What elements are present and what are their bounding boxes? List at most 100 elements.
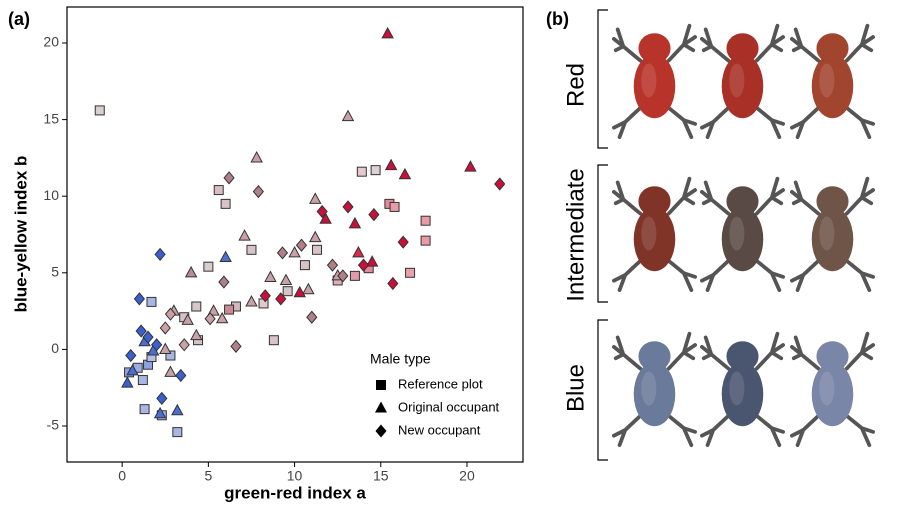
point-diamond <box>142 330 154 344</box>
point-square <box>282 286 293 297</box>
point-square <box>172 427 183 438</box>
point-diamond <box>230 339 242 353</box>
point-triangle <box>126 363 139 376</box>
point-diamond <box>175 368 187 383</box>
point-diamond <box>151 338 163 352</box>
point-triangle <box>153 406 167 419</box>
point-triangle <box>184 265 198 278</box>
point-triangle <box>279 273 293 286</box>
point-square <box>146 296 157 307</box>
frog-photo <box>614 334 695 445</box>
point-square <box>389 201 400 212</box>
point-triangle <box>309 230 322 243</box>
point-square <box>349 270 360 281</box>
point-diamond <box>295 238 308 252</box>
point-triangle <box>348 216 362 229</box>
frog-photo <box>614 26 695 137</box>
point-diamond <box>259 289 271 303</box>
point-triangle <box>309 192 322 204</box>
point-triangle <box>215 311 229 324</box>
point-triangle <box>384 158 398 171</box>
point-square <box>220 198 231 209</box>
point-diamond <box>218 275 230 289</box>
plot-frame <box>66 6 524 463</box>
point-triangle <box>250 151 263 163</box>
panel-label: (a) <box>8 9 30 29</box>
point-triangle <box>245 295 258 307</box>
x-axis-title: green-red index a <box>224 483 366 502</box>
point-square <box>370 165 381 176</box>
point-diamond <box>154 247 166 262</box>
point-square <box>311 244 322 255</box>
point-diamond <box>316 204 328 219</box>
legend-marker <box>376 380 386 390</box>
panel-label: (b) <box>546 9 569 29</box>
y-tick-label: 15 <box>43 110 59 126</box>
point-diamond <box>164 307 177 321</box>
legend-marker <box>375 401 387 413</box>
point-square <box>139 404 150 415</box>
x-tick-label: 15 <box>373 468 389 484</box>
point-square <box>191 301 202 312</box>
point-square <box>420 215 431 226</box>
point-diamond <box>133 292 146 306</box>
row-label: Intermediate <box>562 168 589 301</box>
point-triangle <box>288 245 301 258</box>
frog-photo <box>792 26 873 137</box>
point-triangle <box>171 403 184 416</box>
point-diamond <box>159 321 171 335</box>
legend-label: Original occupant <box>398 399 500 414</box>
photo-panel: Red Intermediate Blue <box>562 9 873 461</box>
point-square <box>356 166 367 177</box>
point-square <box>299 260 310 271</box>
point-triangle <box>219 250 232 263</box>
point-diamond <box>387 276 399 291</box>
point-diamond <box>275 292 287 306</box>
point-triangle <box>381 26 394 39</box>
point-square <box>224 304 235 315</box>
row-label: Red <box>562 63 589 107</box>
point-square <box>203 261 214 272</box>
point-diamond <box>326 258 339 272</box>
legend-label: Reference plot <box>398 376 483 391</box>
point-triangle <box>190 328 203 341</box>
point-diamond <box>178 338 190 352</box>
x-tick-label: 0 <box>118 468 126 484</box>
point-diamond <box>397 235 409 249</box>
point-triangle <box>319 212 332 224</box>
point-diamond <box>125 348 137 363</box>
legend-label: New occupant <box>398 422 481 437</box>
y-tick-label: 0 <box>51 340 59 356</box>
x-tick-label: 20 <box>459 468 475 484</box>
y-tick-label: 20 <box>43 34 59 50</box>
point-triangle <box>264 270 277 282</box>
point-diamond <box>306 310 318 324</box>
frog-photo <box>702 179 783 290</box>
point-triangle <box>302 282 315 295</box>
point-diamond <box>223 171 235 185</box>
point-triangle <box>181 313 194 325</box>
point-triangle <box>352 245 365 258</box>
legend-title: Male type <box>370 351 431 367</box>
point-square <box>165 350 176 361</box>
point-square <box>213 185 224 196</box>
bracket <box>597 9 608 461</box>
point-diamond <box>135 324 147 338</box>
point-square <box>420 235 431 246</box>
point-square <box>137 375 148 386</box>
point-diamond <box>494 177 506 191</box>
point-diamond <box>276 246 289 260</box>
x-tick-label: 10 <box>287 468 303 484</box>
point-triangle <box>365 255 379 267</box>
point-square <box>246 244 257 255</box>
y-axis-title: blue-yellow index b <box>11 156 30 313</box>
point-triangle <box>164 365 177 377</box>
point-diamond <box>342 200 354 214</box>
point-diamond <box>156 391 168 406</box>
point-diamond <box>368 207 380 222</box>
x-tick-label: 5 <box>204 468 212 484</box>
frog-photo <box>614 179 695 290</box>
point-triangle <box>398 167 412 180</box>
point-square <box>94 105 105 116</box>
